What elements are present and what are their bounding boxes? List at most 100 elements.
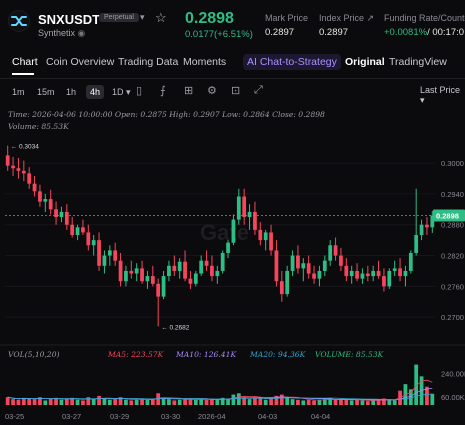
candle-up xyxy=(301,263,306,269)
candle-up xyxy=(193,273,198,284)
volume-bar xyxy=(360,400,365,405)
current-price-tag-label: 0.2898 xyxy=(436,211,459,220)
ma10-legend: MA10: 126.41K xyxy=(176,350,237,359)
volume-bar xyxy=(145,399,150,405)
x-tick-label: 03-30 xyxy=(161,412,180,421)
coin-name: Synthetix ◉ xyxy=(38,28,86,38)
candle-up xyxy=(414,235,419,253)
timeframe-1h[interactable]: 1h xyxy=(66,87,77,97)
candle-up xyxy=(328,245,333,261)
volume-bar xyxy=(301,400,306,405)
volume-bar xyxy=(183,399,187,405)
volume-bar xyxy=(129,400,134,405)
timeframe-15m[interactable]: 15m xyxy=(37,87,55,97)
volume-bar xyxy=(32,399,37,405)
funding-rate-label: Funding Rate/Countdown xyxy=(384,13,465,23)
volume-bar xyxy=(333,399,338,405)
tab-chart[interactable]: Chart xyxy=(12,56,38,68)
tab-original[interactable]: Original xyxy=(345,56,385,68)
candle-up xyxy=(91,240,96,246)
candle-down xyxy=(253,211,257,230)
contract-type-badge: Perpetual xyxy=(99,13,139,22)
candle-down xyxy=(113,250,118,261)
volume-bar xyxy=(312,400,316,405)
volume-bar xyxy=(349,400,354,405)
volume-bar xyxy=(220,397,225,405)
volume-bar xyxy=(371,400,376,405)
chevron-down-icon[interactable]: ▾ xyxy=(140,12,145,22)
candle-up xyxy=(430,215,435,228)
volume-bar xyxy=(118,397,123,405)
active-tab-indicator xyxy=(12,73,34,75)
volume-bar xyxy=(263,399,268,405)
candle-down xyxy=(97,240,101,266)
timeframe-1d[interactable]: 1D ▾ xyxy=(112,87,131,97)
tab-coin-overview[interactable]: Coin Overview xyxy=(46,56,115,68)
volume-bar xyxy=(113,399,118,405)
candle-down xyxy=(48,199,53,210)
volume-bar xyxy=(253,397,257,405)
current-price-tag xyxy=(433,209,465,222)
candle-down xyxy=(242,196,247,218)
volume-bar xyxy=(86,397,91,405)
volume-bar xyxy=(269,397,273,405)
candle-down xyxy=(382,276,386,287)
fullscreen-icon[interactable]: ⤢ xyxy=(254,84,263,96)
volume-bar xyxy=(365,401,370,405)
volume-bar xyxy=(382,398,386,405)
tab-trading-data[interactable]: Trading Data xyxy=(118,56,179,68)
volume-bar xyxy=(75,399,80,405)
candle-down xyxy=(70,224,75,235)
volume-tick-label: 240.00K xyxy=(441,370,465,379)
price-tick-label: 0.2940 xyxy=(441,190,464,199)
volume-tick-label: 60.00K xyxy=(441,393,465,402)
candle-up xyxy=(215,270,220,277)
tab-ai-chat-to-strategy[interactable]: AI Chat-to-Strategy xyxy=(243,54,341,70)
mark-price-label: Mark Price xyxy=(265,13,309,23)
candle-up xyxy=(102,255,107,266)
candle-type-icon[interactable]: ▯ xyxy=(136,85,143,97)
volume-bar xyxy=(290,399,295,405)
volume-bar xyxy=(150,399,155,405)
volume-bar xyxy=(344,399,349,405)
grid-layout-icon[interactable]: ⊞ xyxy=(184,85,194,97)
star-icon[interactable]: ☆ xyxy=(155,10,167,25)
volume-bar xyxy=(11,399,15,405)
candle-up xyxy=(167,265,171,277)
camera-icon[interactable]: ⊡ xyxy=(231,85,241,97)
ohlc-line: Time: 2026-04-06 10:00:00 Open: 0.2875 H… xyxy=(8,110,325,119)
candle-up xyxy=(145,276,150,282)
settings-icon[interactable]: ⚙ xyxy=(207,85,217,97)
volume-bar xyxy=(199,399,204,405)
volume-bar xyxy=(156,393,161,405)
volume-bar xyxy=(408,389,413,405)
volume-bar xyxy=(27,398,32,405)
candle-down xyxy=(21,170,26,174)
price-type-select[interactable]: Last Price ▾ xyxy=(420,85,461,105)
candle-up xyxy=(392,268,397,271)
mark-price-value: 0.2897 xyxy=(265,27,295,38)
candle-down xyxy=(32,183,37,192)
tab-moments[interactable]: Moments xyxy=(183,56,227,68)
volume-bar xyxy=(134,399,139,405)
volume-bar xyxy=(425,386,429,405)
candle-up xyxy=(322,260,327,271)
x-tick-label: 03-29 xyxy=(110,412,129,421)
index-price-label[interactable]: Index Price ↗ xyxy=(319,13,375,23)
candle-down xyxy=(38,191,42,202)
timeframe-4h[interactable]: 4h xyxy=(86,85,105,99)
price-tick-label: 0.3000 xyxy=(441,159,464,168)
tab-tradingview[interactable]: TradingView xyxy=(389,56,447,68)
candle-down xyxy=(210,265,214,277)
volume-bar xyxy=(355,399,359,405)
indicators-icon[interactable]: ⨍ xyxy=(160,85,166,97)
timeframe-1m[interactable]: 1m xyxy=(12,87,25,97)
volume-bar xyxy=(274,395,279,405)
candle-down xyxy=(355,270,359,279)
volume-bar xyxy=(226,398,230,405)
candle-down xyxy=(269,232,273,251)
volume-bar xyxy=(285,397,290,405)
symbol[interactable]: SNXUSDT xyxy=(38,12,101,27)
candle-up xyxy=(403,270,408,277)
